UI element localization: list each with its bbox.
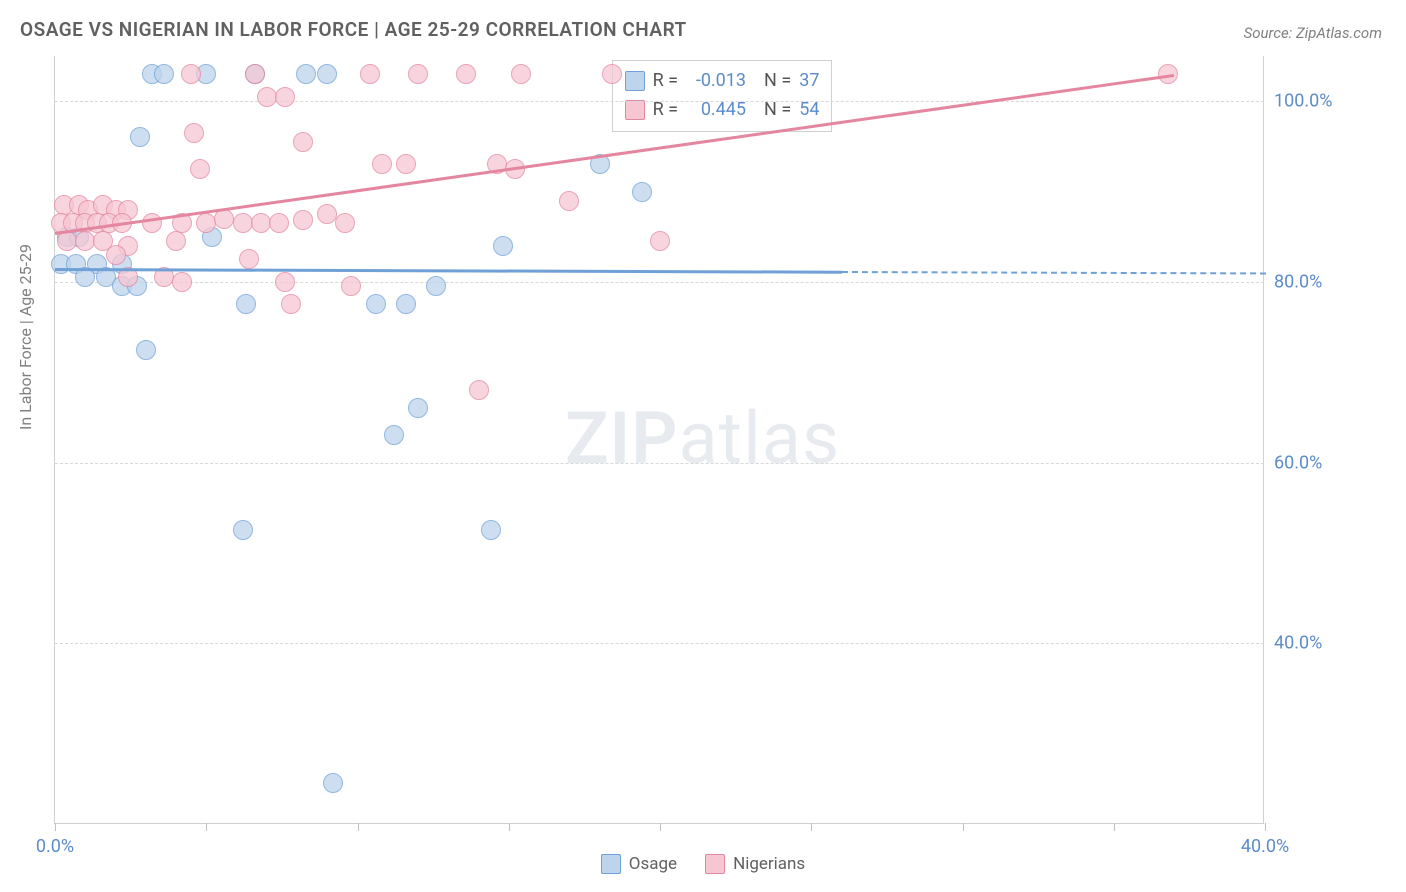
scatter-point [269, 213, 289, 233]
y-tick-label: 40.0% [1274, 633, 1384, 654]
scatter-point [293, 132, 313, 152]
x-tick [358, 823, 359, 831]
scatter-point [136, 340, 156, 360]
legend-r-label: R = [653, 96, 678, 125]
scatter-point [408, 64, 428, 84]
watermark-atlas: atlas [678, 396, 840, 481]
scatter-point [245, 64, 265, 84]
legend-n-label: N = [764, 96, 791, 125]
correlation-legend: R = -0.013 N = 37 R = 0.445 N = 54 [612, 60, 833, 132]
legend-n-value: 54 [799, 96, 819, 125]
scatter-point [426, 276, 446, 296]
right-axis [1263, 56, 1264, 823]
x-tick [963, 823, 964, 831]
series-legend: Osage Nigerians [0, 854, 1406, 874]
bottom-legend-item: Nigerians [705, 854, 805, 874]
scatter-point [251, 213, 271, 233]
gridline-h [55, 643, 1264, 644]
scatter-point [239, 249, 259, 269]
bottom-legend-label: Osage [629, 854, 677, 874]
y-tick-label: 100.0% [1274, 91, 1384, 112]
scatter-point [469, 380, 489, 400]
scatter-point [323, 773, 343, 793]
legend-r-value: 0.445 [686, 96, 746, 125]
chart-source: Source: ZipAtlas.com [1244, 24, 1382, 42]
scatter-point [275, 272, 295, 292]
scatter-point [196, 213, 216, 233]
scatter-point [154, 64, 174, 84]
scatter-point [190, 159, 210, 179]
scatter-point [281, 294, 301, 314]
legend-n-label: N = [764, 67, 791, 96]
gridline-h [55, 463, 1264, 464]
chart-title: OSAGE VS NIGERIAN IN LABOR FORCE | AGE 2… [20, 18, 687, 41]
scatter-point [257, 87, 277, 107]
x-tick [509, 823, 510, 831]
scatter-point [57, 231, 77, 251]
legend-swatch [601, 854, 621, 874]
y-tick-label: 60.0% [1274, 452, 1384, 473]
scatter-point [75, 231, 95, 251]
x-tick [55, 823, 56, 831]
legend-row: R = -0.013 N = 37 [625, 67, 820, 96]
scatter-point [559, 191, 579, 211]
scatter-point [650, 231, 670, 251]
gridline-h [55, 282, 1264, 283]
y-tick-label: 80.0% [1274, 271, 1384, 292]
y-axis-label: In Labor Force | Age 25-29 [16, 244, 35, 430]
x-tick [660, 823, 661, 831]
scatter-point [296, 64, 316, 84]
scatter-point [317, 204, 337, 224]
legend-swatch [625, 71, 645, 91]
legend-swatch [625, 100, 645, 120]
regression-line [841, 271, 1265, 274]
scatter-point [142, 213, 162, 233]
scatter-point [493, 236, 513, 256]
legend-n-value: 37 [799, 67, 819, 96]
scatter-point [106, 245, 126, 265]
scatter-point [396, 154, 416, 174]
legend-swatch [705, 854, 725, 874]
scatter-point [366, 294, 386, 314]
scatter-point [372, 154, 392, 174]
scatter-point [166, 231, 186, 251]
x-tick [1114, 823, 1115, 831]
scatter-point [130, 127, 150, 147]
scatter-point [511, 64, 531, 84]
bottom-legend-label: Nigerians [733, 854, 805, 874]
gridline-h [55, 101, 1264, 102]
legend-row: R = 0.445 N = 54 [625, 96, 820, 125]
watermark: ZIPatlas [565, 396, 840, 481]
watermark-zip: ZIP [565, 396, 678, 481]
scatter-point [341, 276, 361, 296]
legend-r-value: -0.013 [686, 67, 746, 96]
x-tick [206, 823, 207, 831]
scatter-point [214, 209, 234, 229]
scatter-point [172, 272, 192, 292]
scatter-point [233, 520, 253, 540]
scatter-point [456, 64, 476, 84]
scatter-point [481, 520, 501, 540]
x-tick [811, 823, 812, 831]
scatter-point [317, 64, 337, 84]
scatter-point [408, 398, 428, 418]
scatter-point [632, 182, 652, 202]
bottom-legend-item: Osage [601, 854, 677, 874]
scatter-point [396, 294, 416, 314]
scatter-point [181, 64, 201, 84]
scatter-point [360, 64, 380, 84]
scatter-point [236, 294, 256, 314]
x-tick [1265, 823, 1266, 831]
scatter-point [275, 87, 295, 107]
scatter-point [602, 64, 622, 84]
scatter-point [384, 425, 404, 445]
scatter-point [184, 123, 204, 143]
scatter-point [335, 213, 355, 233]
scatter-point [233, 213, 253, 233]
plot-area: ZIPatlas R =-0.013N =37R =0.445N =54 40.… [54, 56, 1264, 824]
legend-r-label: R = [653, 67, 678, 96]
scatter-point [293, 210, 313, 230]
